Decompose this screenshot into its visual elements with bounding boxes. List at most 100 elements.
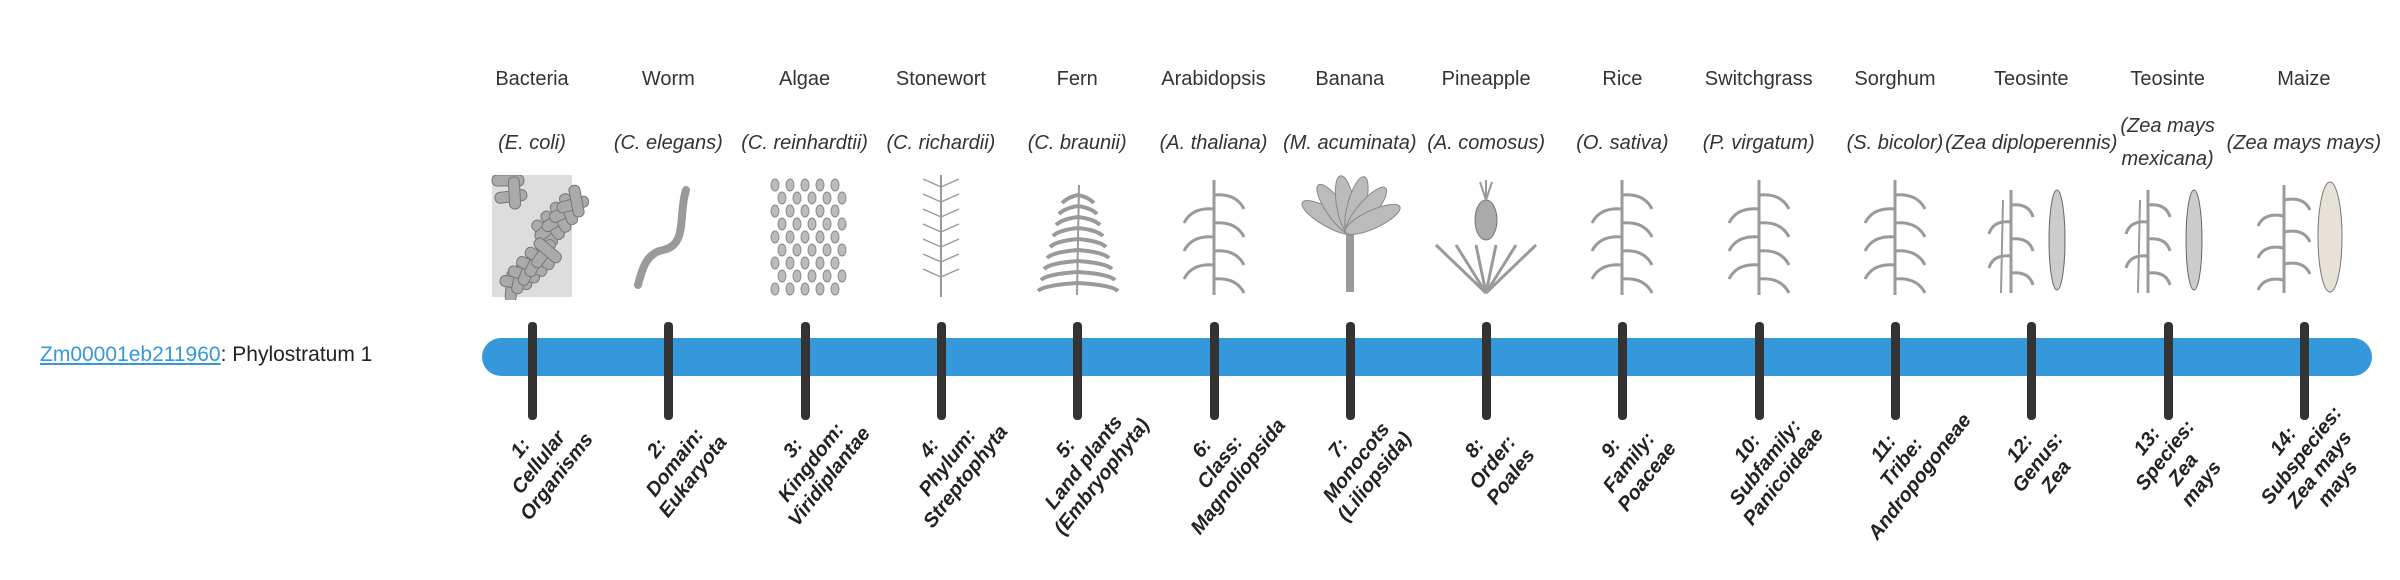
stratum-label: 9:Family:Poaceae <box>1597 428 1681 515</box>
scientific-name-text: (M. acuminata) <box>1283 131 1417 154</box>
stratum-tick <box>1891 322 1900 420</box>
teosinte-icon <box>1971 175 2091 300</box>
banana-plant-icon <box>1290 175 1410 300</box>
stratum-tick <box>936 322 946 420</box>
svg-text:1:CellularOrganisms: 1:CellularOrganisms <box>480 401 598 525</box>
taxon-scientific-name: (C. elegans) <box>580 108 756 178</box>
scientific-name-text: (S. bicolor) <box>1846 131 1944 154</box>
svg-text:13:Species:Zeamays: 13:Species:Zeamays <box>2113 402 2235 523</box>
taxon-scientific-name: (E. coli) <box>444 108 620 178</box>
taxon-common-name: Switchgrass <box>1704 68 1813 90</box>
rice-icon <box>1562 175 1682 300</box>
sorghum-icon <box>1835 175 1955 300</box>
scientific-name-text: (Zea diploperennis) <box>1945 131 2118 154</box>
worm-icon <box>608 175 728 300</box>
svg-text:10:Subfamily:Panicoideae: 10:Subfamily:Panicoideae <box>1703 396 1828 530</box>
svg-text:6:Class:Magnoliopsida: 6:Class:Magnoliopsida <box>1150 387 1290 539</box>
stonewort-icon <box>881 175 1001 300</box>
stratum-tick <box>1482 322 1492 420</box>
gene-separator: : <box>220 343 227 366</box>
taxon-scientific-name: (P. virgatum) <box>1671 108 1847 178</box>
svg-text:4:Phylum:Streptophyta: 4:Phylum:Streptophyta <box>883 393 1013 532</box>
fern-icon <box>1017 175 1137 300</box>
scientific-name-text: (P. virgatum) <box>1702 131 1815 154</box>
teosinte-icon <box>2108 175 2228 300</box>
svg-text:3:Kingdom:Viridiplantae: 3:Kingdom:Viridiplantae <box>748 395 875 531</box>
stratum-tick <box>1754 322 1764 420</box>
taxon-scientific-name: (Zea mays mexicana) <box>2080 108 2256 178</box>
stratum-label: 7:Monocots(Liliopsida) <box>1297 399 1417 526</box>
stratum-label: 4:Phylum:Streptophyta <box>883 393 1013 532</box>
stratum-label: 1:CellularOrganisms <box>480 401 598 525</box>
taxon-scientific-name: (C. richardii) <box>853 108 1029 178</box>
scientific-name-text: (Zea mays mexicana) <box>2120 115 2215 170</box>
taxon-common-name: Algae <box>779 68 831 90</box>
stratum-tick <box>1345 322 1355 420</box>
stratum-label: 14:Subspecies:Zea maysmays <box>2239 388 2383 537</box>
stratum-tick <box>1073 322 1083 420</box>
taxon-common-name: Worm <box>641 68 695 90</box>
maize-icon <box>2244 175 2364 300</box>
taxon-common-name: Bacteria <box>495 68 569 90</box>
stratum-tick <box>1209 322 1219 420</box>
stratum-tick <box>2163 322 2173 420</box>
pineapple-icon <box>1426 175 1546 300</box>
bacteria-icon <box>472 174 592 303</box>
scientific-name-text: (E. coli) <box>498 131 566 154</box>
taxon-common-name: Pineapple <box>1441 68 1531 90</box>
svg-text:12:Genus:Zea: 12:Genus:Zea <box>1990 415 2086 511</box>
taxon-common-name: Rice <box>1602 68 1643 90</box>
gene-id-link[interactable]: Zm00001eb211960 <box>40 343 221 366</box>
taxon-common-name: Fern <box>1056 68 1098 90</box>
taxon-common-name: Sorghum <box>1854 68 1936 90</box>
stratum-tick <box>528 322 537 420</box>
taxon-common-name: Arabidopsis <box>1161 68 1266 90</box>
svg-text:5:Land plants(Embryophyta): 5:Land plants(Embryophyta) <box>1014 386 1155 539</box>
taxon-common-name: Banana <box>1315 68 1385 90</box>
svg-text:14:Subspecies:Zea maysmays: 14:Subspecies:Zea maysmays <box>2239 388 2383 537</box>
stratum-label: 12:Genus:Zea <box>1990 415 2086 511</box>
stratum-label: 3:Kingdom:Viridiplantae <box>748 395 875 531</box>
gene-label: Zm00001eb211960: Phylostratum 1 <box>40 343 372 367</box>
phylostratum-timeline-bar <box>482 338 2372 376</box>
scientific-name-text: (C. elegans) <box>613 131 723 154</box>
arabidopsis-icon <box>1154 175 1274 300</box>
stratum-label: 6:Class:Magnoliopsida <box>1150 387 1291 539</box>
scientific-name-text: (C. braunii) <box>1027 131 1127 154</box>
algae-icon <box>745 175 865 300</box>
scientific-name-text: (A. comosus) <box>1427 131 1545 154</box>
stratum-label: 8:Order:Poales <box>1446 416 1540 509</box>
svg-text:8:Order:Poales: 8:Order:Poales <box>1446 416 1539 509</box>
scientific-name-text: (A. thaliana) <box>1159 131 1268 154</box>
taxon-common-name: Teosinte <box>2130 68 2205 90</box>
taxon-common-name: Stonewort <box>895 68 986 90</box>
stratum-label: 10:Subfamily:Panicoideae <box>1703 396 1828 530</box>
taxon-scientific-name: (O. sativa) <box>1534 108 1710 178</box>
stratum-label: 5:Land plants(Embryophyta) <box>1014 386 1155 540</box>
stratum-tick <box>2027 322 2037 420</box>
scientific-name-text: (O. sativa) <box>1576 131 1669 154</box>
taxon-common-name: Teosinte <box>1994 68 2069 90</box>
scientific-name-text: (C. richardii) <box>886 131 996 154</box>
svg-text:2:Domain:Eukaryota: 2:Domain:Eukaryota <box>619 404 732 522</box>
taxon-scientific-name: (A. thaliana) <box>1126 108 1302 178</box>
scientific-name-text: (Zea mays mays) <box>2226 131 2382 154</box>
scientific-name-text: (C. reinhardtii) <box>741 131 868 154</box>
taxon-scientific-name: (Zea diploperennis) <box>1943 108 2119 178</box>
taxon-scientific-name: (Zea mays mays) <box>2216 108 2392 178</box>
stratum-tick <box>664 322 674 420</box>
taxon-scientific-name: (C. reinhardtii) <box>717 108 893 178</box>
stratum-tick <box>2299 322 2309 420</box>
svg-text:11:Tribe:Andropogoneae: 11:Tribe:Andropogoneae <box>1827 381 1976 544</box>
switchgrass-icon <box>1699 175 1819 300</box>
stratum-label: 2:Domain:Eukaryota <box>619 404 732 522</box>
stratum-tick <box>800 322 810 420</box>
taxon-scientific-name: (A. comosus) <box>1398 108 1574 178</box>
phylostratum-value: Phylostratum 1 <box>232 343 373 366</box>
stratum-label: 13:Species:Zeamays <box>2113 402 2235 523</box>
svg-text:7:Monocots(Liliopsida): 7:Monocots(Liliopsida) <box>1297 399 1416 525</box>
taxon-scientific-name: (C. braunii) <box>989 108 1165 178</box>
taxon-scientific-name: (M. acuminata) <box>1262 108 1438 178</box>
taxon-scientific-name: (S. bicolor) <box>1807 108 1983 178</box>
